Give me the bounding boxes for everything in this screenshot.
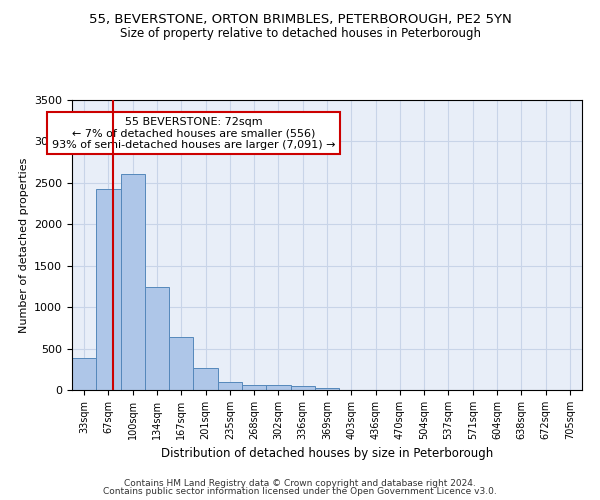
Text: Contains public sector information licensed under the Open Government Licence v3: Contains public sector information licen… [103,487,497,496]
Bar [96,190,121,390]
Bar [121,174,145,390]
Bar [290,386,315,390]
Bar [145,288,169,390]
Bar [266,385,290,390]
Bar [169,337,193,390]
Text: 55, BEVERSTONE, ORTON BRIMBLES, PETERBOROUGH, PE2 5YN: 55, BEVERSTONE, ORTON BRIMBLES, PETERBOR… [89,12,511,26]
Bar [193,368,218,390]
Bar [72,358,96,390]
Text: 55 BEVERSTONE: 72sqm
← 7% of detached houses are smaller (556)
93% of semi-detac: 55 BEVERSTONE: 72sqm ← 7% of detached ho… [52,116,335,150]
Bar [218,382,242,390]
X-axis label: Distribution of detached houses by size in Peterborough: Distribution of detached houses by size … [161,448,493,460]
Text: Contains HM Land Registry data © Crown copyright and database right 2024.: Contains HM Land Registry data © Crown c… [124,478,476,488]
Bar [242,384,266,390]
Bar [315,388,339,390]
Text: Size of property relative to detached houses in Peterborough: Size of property relative to detached ho… [119,28,481,40]
Y-axis label: Number of detached properties: Number of detached properties [19,158,29,332]
